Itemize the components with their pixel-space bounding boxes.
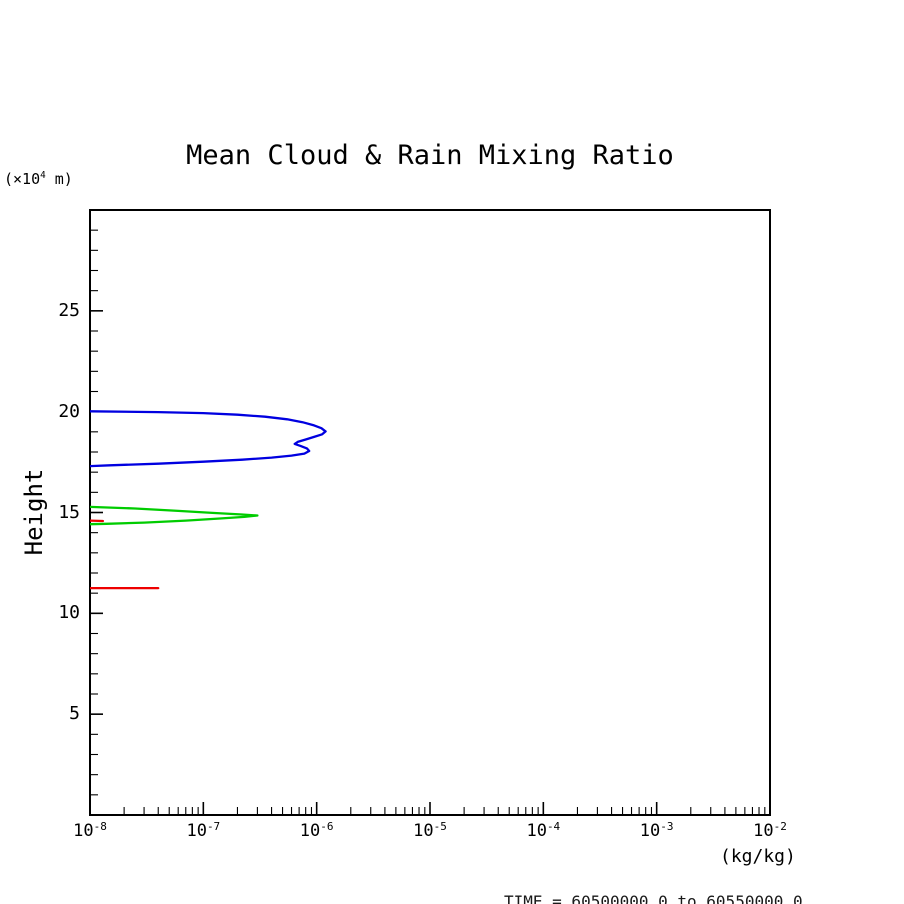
x-tick-base: 10 <box>73 821 94 841</box>
x-tick-base: 10 <box>186 821 207 841</box>
x-tick-exponent: -3 <box>660 820 674 833</box>
y-unit-exponent: 4 <box>40 170 46 181</box>
x-tick-label: 10-4 <box>511 820 575 841</box>
x-tick-exponent: -4 <box>546 820 561 833</box>
x-tick-base: 10 <box>413 821 434 841</box>
x-tick-exponent: -5 <box>433 820 447 833</box>
x-tick-label: 10-8 <box>58 820 122 841</box>
y-tick-label: 15 <box>58 501 80 523</box>
y-tick-label: 25 <box>58 299 80 321</box>
x-tick-label: 10-3 <box>625 820 689 841</box>
x-tick-label: 10-6 <box>285 820 349 841</box>
y-unit-suffix: m) <box>45 170 73 188</box>
x-tick-exponent: -6 <box>320 820 334 833</box>
green-profile-line <box>90 505 259 526</box>
x-tick-exponent: -8 <box>93 820 107 833</box>
y-tick-label: 20 <box>58 400 80 422</box>
x-tick-exponent: -2 <box>773 820 787 833</box>
x-tick-base: 10 <box>526 821 547 841</box>
x-tick-label: 10-7 <box>171 820 235 841</box>
x-axis-unit: (kg/kg) <box>720 846 796 867</box>
chart-title: Mean Cloud & Rain Mixing Ratio <box>186 140 674 171</box>
y-tick-label: 5 <box>69 703 80 725</box>
y-unit-prefix: (×10 <box>4 170 41 188</box>
y-tick-label: 10 <box>58 602 80 624</box>
x-tick-base: 10 <box>299 821 321 841</box>
y-axis-unit: (×104 m) <box>4 170 73 188</box>
axes-frame <box>89 209 771 816</box>
x-tick-base: 10 <box>753 821 774 841</box>
blue-profile-line <box>90 410 327 468</box>
x-tick-label: 10-2 <box>738 820 802 841</box>
x-tick-base: 10 <box>639 821 661 841</box>
x-tick-label: 10-5 <box>398 820 462 841</box>
time-caption: TIME = 60500000.0 to 60550000.0 <box>504 892 803 904</box>
x-tick-exponent: -7 <box>206 820 221 833</box>
